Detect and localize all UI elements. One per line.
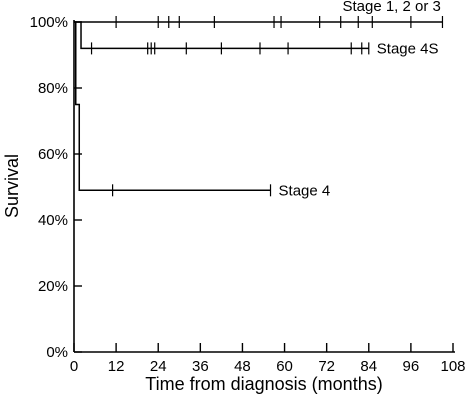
x-tick-label: 12: [108, 358, 125, 375]
x-tick-label: 84: [360, 358, 377, 375]
x-axis: 0 12 24 36 48 60 72 84 96 108 Time from diagnosis…: [70, 343, 466, 394]
series-1: Stage 1, 2 or 3: [74, 0, 444, 28]
x-tick-label: 36: [192, 358, 209, 375]
series-label: Stage 4S: [377, 40, 439, 57]
y-tick-label: 20%: [38, 278, 68, 295]
x-tick-label: 96: [403, 358, 420, 375]
y-axis: 0% 20% 40% 60% 80% 100% Survival: [2, 14, 82, 361]
x-tick-label: 108: [440, 358, 465, 375]
x-axis-title: Time from diagnosis (months): [145, 374, 382, 394]
series-2: Stage 4S: [74, 21, 439, 57]
x-ticks: 0 12 24 36 48 60 72 84 96 108: [70, 343, 466, 375]
x-tick-label: 48: [234, 358, 251, 375]
y-tick-label: 100%: [30, 14, 68, 31]
series-group: Stage 1, 2 or 3 Stage 4S Stage 4: [74, 0, 444, 199]
y-tick-label: 0%: [46, 344, 68, 361]
survival-curve: [74, 21, 271, 192]
series-label: Stage 1, 2 or 3: [342, 0, 440, 15]
x-tick-label: 72: [318, 358, 335, 375]
x-tick-label: 24: [150, 358, 167, 375]
y-tick-label: 60%: [38, 146, 68, 163]
series-3: Stage 4: [74, 21, 331, 199]
series-label: Stage 4: [279, 182, 331, 199]
y-tick-label: 40%: [38, 212, 68, 229]
y-axis-title: Survival: [2, 154, 22, 218]
x-tick-label: 0: [70, 358, 78, 375]
survival-curve: [74, 21, 369, 50]
x-tick-label: 60: [276, 358, 293, 375]
y-tick-label: 80%: [38, 80, 68, 97]
